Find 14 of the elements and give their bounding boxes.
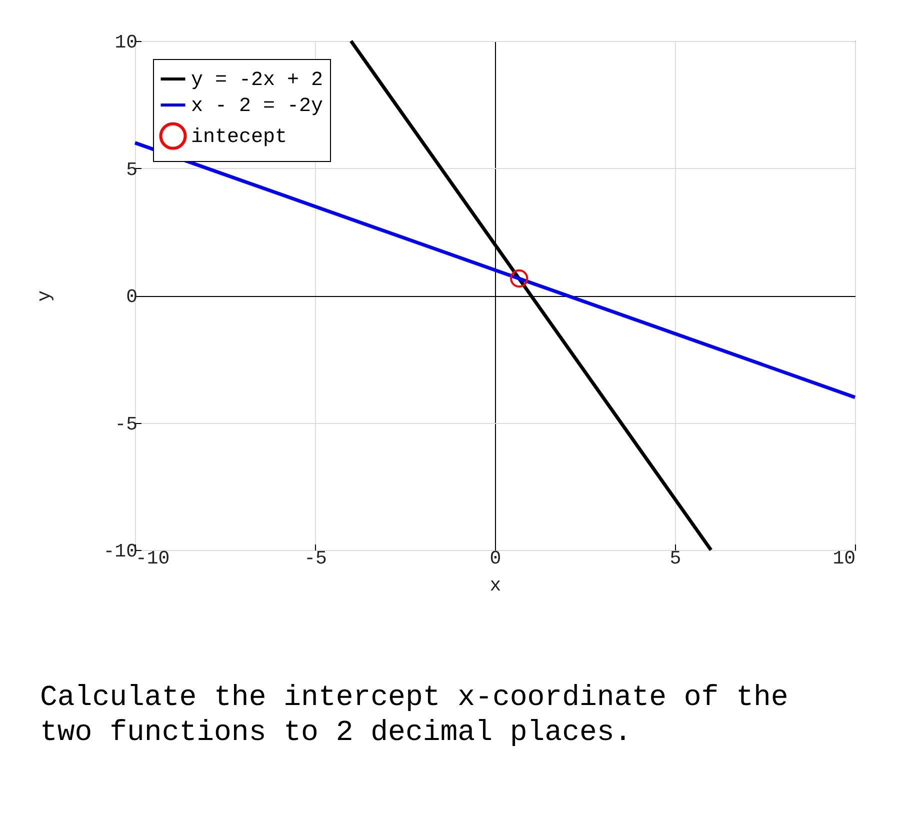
y-tick-label: -5 bbox=[114, 413, 138, 436]
x-tick-label: -5 bbox=[304, 548, 327, 570]
legend-label: y = -2x + 2 bbox=[191, 69, 324, 92]
y-tick-label: 0 bbox=[126, 286, 138, 308]
y-tick-label: 5 bbox=[126, 158, 138, 181]
text: Calculate the intercept x-coordinate of the two functions to 2 decimal places. bbox=[40, 680, 790, 750]
y-axis-title: y bbox=[33, 290, 56, 302]
legend-label: x - 2 = -2y bbox=[191, 95, 324, 118]
y-tick-label: 10 bbox=[114, 32, 138, 54]
x-tick-label: 10 bbox=[832, 548, 856, 570]
x-tick-label: 5 bbox=[670, 548, 682, 570]
legend-label: intecept bbox=[191, 126, 288, 149]
x-axis-title: x bbox=[490, 574, 502, 596]
x-tick-label: 0 bbox=[490, 548, 502, 570]
